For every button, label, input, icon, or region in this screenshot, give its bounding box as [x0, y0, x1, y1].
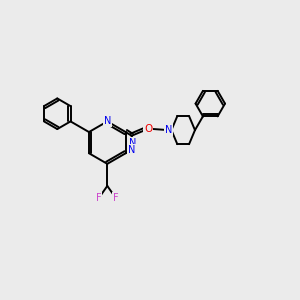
Text: N: N: [128, 145, 135, 154]
Text: N: N: [165, 125, 172, 135]
Text: N: N: [103, 116, 111, 126]
Text: F: F: [96, 193, 102, 203]
Text: N: N: [129, 138, 137, 148]
Text: F: F: [113, 193, 118, 203]
Text: O: O: [144, 124, 153, 134]
